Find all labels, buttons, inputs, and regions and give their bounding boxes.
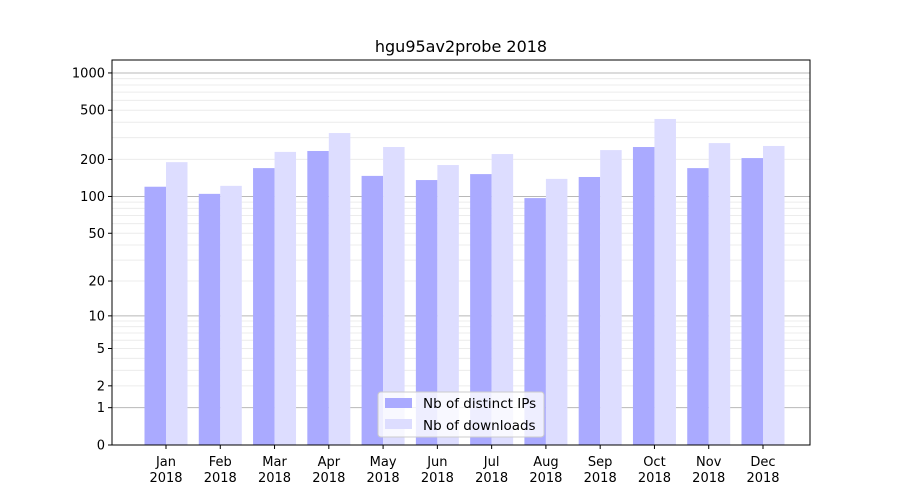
bar-distinct-ips [470,174,492,445]
legend-box [377,391,545,438]
bar-distinct-ips [741,158,763,446]
bar-distinct-ips [524,198,546,445]
x-tick-label: 2018 [204,471,237,486]
bar-distinct-ips [144,186,166,445]
y-tick-label: 5 [97,342,105,357]
legend-swatch-ips [385,398,412,408]
x-tick-label: Mar [262,455,287,470]
y-tick-label: 20 [88,275,105,290]
x-tick-label: 2018 [367,471,400,486]
bar-downloads [654,118,676,445]
bar-downloads [708,143,731,445]
x-tick-label: Oct [643,455,665,470]
legend-label-ips: Nb of distinct IPs [423,396,536,412]
bar-downloads [383,147,405,445]
x-tick-label: 2018 [475,471,508,486]
x-tick-label: Nov [696,455,722,470]
bar-downloads [600,150,622,445]
x-tick-label: 2018 [529,471,562,486]
x-axis: Jan2018Feb2018Mar2018Apr2018May2018Jun20… [149,445,780,486]
bar-downloads [220,185,242,446]
legend: Nb of distinct IPs Nb of downloads [377,391,545,438]
bar-downloads [545,178,568,445]
x-tick-label: 2018 [692,471,725,486]
bar-downloads [491,154,514,445]
y-tick-label: 200 [80,153,105,168]
x-tick-label: 2018 [584,471,617,486]
x-tick-label: 2018 [312,471,345,486]
bar-distinct-ips [578,176,601,446]
y-tick-label: 1000 [72,66,105,81]
bar-downloads [437,165,459,445]
bar-distinct-ips [632,147,655,445]
bar-downloads [763,145,785,445]
x-tick-label: Sep [588,455,613,470]
x-tick-label: 2018 [638,471,671,486]
y-tick-label: 100 [80,190,105,205]
x-tick-label: 2018 [746,471,779,486]
x-tick-label: Jun [426,455,447,470]
x-tick-label: 2018 [149,471,182,486]
y-tick-label: 1 [97,401,105,416]
bar-downloads [274,151,297,445]
y-tick-label: 2 [97,379,105,394]
y-axis: 0 1 2 5 10 20 50 100 200 500 1000 [72,66,112,454]
y-tick-label: 0 [97,439,105,454]
x-tick-label: Apr [318,455,341,470]
x-tick-label: May [370,455,397,470]
chart-title: hgu95av2probe 2018 [375,37,547,56]
y-tick-label: 50 [88,227,105,242]
x-tick-label: 2018 [421,471,454,486]
bars [144,118,785,446]
bar-distinct-ips [687,168,709,446]
x-tick-label: Jul [483,455,500,470]
legend-swatch-downloads [385,419,412,429]
x-tick-label: Dec [750,455,775,470]
legend-label-downloads: Nb of downloads [423,418,536,434]
bar-downloads [166,162,188,445]
y-tick-label: 500 [80,104,105,119]
plot-frame [111,59,811,446]
bar-distinct-ips [361,175,384,445]
x-tick-label: Aug [533,455,558,470]
bar-distinct-ips [253,168,275,446]
x-tick-label: Feb [209,455,232,470]
bar-distinct-ips [198,193,221,445]
bar-downloads [328,133,351,445]
bar-distinct-ips [415,180,438,446]
x-tick-label: Jan [155,455,176,470]
y-tick-label: 10 [88,309,105,324]
bar-distinct-ips [307,150,329,445]
x-tick-label: 2018 [258,471,291,486]
